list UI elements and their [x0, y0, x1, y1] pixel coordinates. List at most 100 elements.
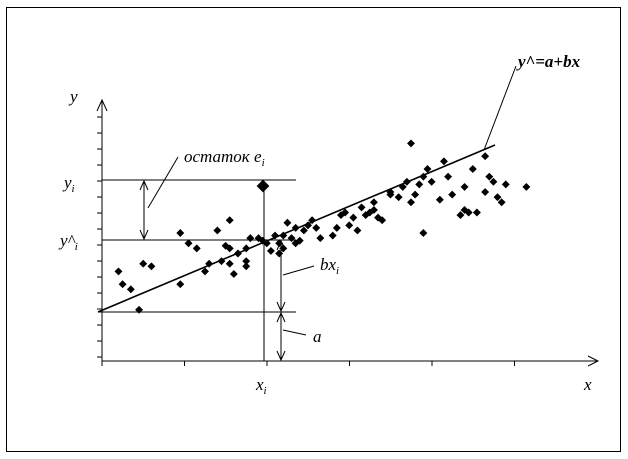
- yi-label: yi: [62, 173, 75, 195]
- xi-label-main: x: [255, 375, 264, 394]
- data-point: [481, 188, 490, 196]
- x-axis-ticks: [101, 361, 515, 366]
- data-point: [192, 244, 201, 253]
- data-point: [398, 182, 407, 191]
- data-point: [201, 267, 209, 276]
- xi-label-sub: i: [264, 385, 267, 397]
- data-point: [225, 244, 234, 253]
- residual-label-main: остаток e: [184, 147, 262, 166]
- axes: [96, 98, 600, 367]
- guide-lines: [98, 179, 296, 361]
- y-axis-ticks: [97, 116, 102, 358]
- data-point: [369, 206, 378, 214]
- data-point: [427, 177, 436, 186]
- yhat-label-sub: i: [75, 241, 78, 253]
- data-point: [407, 139, 415, 148]
- data-point: [139, 259, 148, 268]
- data-point: [316, 234, 325, 243]
- residual-label: остаток ei: [184, 147, 265, 169]
- data-point: [234, 249, 242, 258]
- data-point: [118, 280, 127, 289]
- data-point: [419, 172, 428, 181]
- yhat-label-main: y^: [58, 231, 77, 250]
- data-point: [328, 231, 337, 240]
- data-point: [460, 182, 469, 191]
- regression-equation: y^=a+bx: [516, 52, 581, 71]
- data-point: [456, 211, 465, 220]
- xi-label: xi: [255, 375, 267, 397]
- data-point: [299, 226, 308, 235]
- data-point: [411, 190, 420, 199]
- data-point: [275, 239, 284, 248]
- data-point: [184, 239, 193, 248]
- highlighted-point: [256, 179, 270, 193]
- data-point: [312, 223, 321, 232]
- data-point: [493, 193, 502, 202]
- data-point: [291, 223, 300, 232]
- residual-label-sub: i: [262, 157, 265, 169]
- data-point: [271, 231, 279, 240]
- data-points: [114, 139, 531, 314]
- equation-leader: [483, 65, 517, 151]
- data-point: [423, 165, 432, 173]
- data-point: [402, 177, 411, 186]
- data-point: [176, 229, 185, 237]
- data-point: [176, 280, 185, 289]
- data-point: [435, 195, 444, 204]
- data-point: [225, 216, 234, 225]
- bx-label-main: bx: [320, 255, 337, 274]
- data-point: [262, 239, 271, 248]
- data-point: [341, 208, 350, 217]
- x-axis-label: x: [583, 375, 592, 394]
- residual-arrow: [139, 179, 149, 241]
- data-point: [308, 216, 317, 225]
- data-point: [135, 305, 144, 314]
- data-point: [464, 208, 473, 217]
- yhat-label: y^i: [58, 231, 78, 253]
- data-point: [489, 177, 498, 186]
- data-point: [378, 216, 387, 225]
- data-point: [287, 234, 296, 243]
- data-point: [386, 188, 395, 196]
- yi-label-sub: i: [72, 183, 75, 195]
- yi-label-main: y: [62, 173, 72, 192]
- bx-label-sub: i: [336, 265, 339, 277]
- data-point: [357, 203, 366, 212]
- data-point: [419, 229, 428, 237]
- data-point: [481, 152, 490, 161]
- data-point: [114, 267, 123, 276]
- a-arrow: [276, 311, 286, 362]
- data-point: [485, 172, 494, 181]
- data-point: [275, 249, 284, 258]
- data-point: [415, 180, 424, 189]
- data-point: [217, 257, 226, 266]
- data-point: [349, 213, 358, 222]
- data-point: [332, 223, 341, 232]
- data-point: [522, 182, 531, 191]
- data-point: [242, 244, 251, 253]
- data-point: [283, 218, 292, 227]
- bx-leader: [282, 265, 315, 276]
- residual-leader: [147, 156, 179, 209]
- data-point: [242, 262, 251, 271]
- data-point: [444, 172, 453, 181]
- data-point: [266, 246, 275, 255]
- y-axis-label: y: [68, 87, 78, 106]
- data-point: [353, 226, 362, 235]
- data-point: [501, 180, 510, 189]
- data-point: [440, 157, 448, 166]
- leader-lines: [147, 65, 517, 336]
- x-axis-arrow: [587, 355, 600, 367]
- a-leader: [282, 329, 307, 336]
- data-point: [394, 193, 403, 202]
- data-point: [497, 198, 506, 207]
- y-axis-arrow: [96, 98, 108, 112]
- data-point: [369, 198, 378, 207]
- data-point: [229, 270, 238, 278]
- data-point: [472, 208, 481, 217]
- data-point: [468, 165, 477, 173]
- data-point: [345, 221, 354, 230]
- data-point: [448, 190, 457, 199]
- a-label: a: [313, 327, 322, 346]
- bx-label: bxi: [320, 255, 339, 277]
